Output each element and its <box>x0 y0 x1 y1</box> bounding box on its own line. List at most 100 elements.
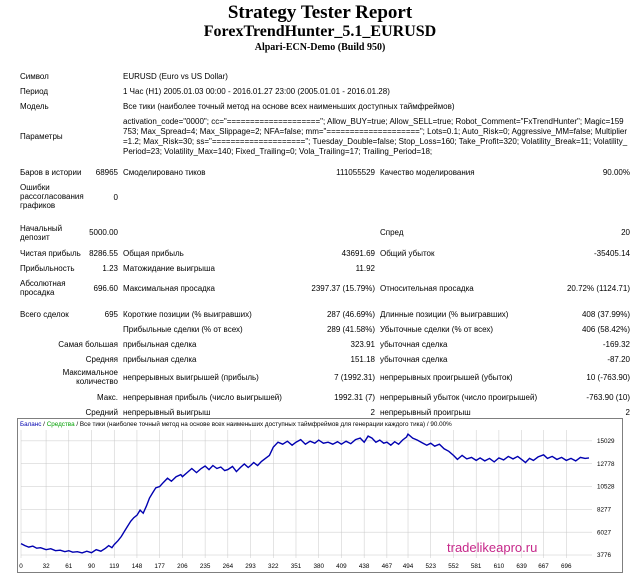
win-label: Прибыльные сделки (% от всех) <box>123 325 243 334</box>
period-label: Период <box>20 87 49 96</box>
symbol-value: EURUSD (Euro vs US Dollar) <box>123 72 228 81</box>
cons-lossamt-label: непрерывный убыток (число проигрышей) <box>380 393 538 402</box>
gross-loss-value: -35405.14 <box>593 249 630 258</box>
y-tick-label: 10528 <box>597 484 615 491</box>
abs-dd-value: 696.60 <box>93 284 118 293</box>
avg-cons-loss-value: 2 <box>625 408 630 417</box>
y-tick-label: 8277 <box>597 507 612 514</box>
maxcount-label: Максимальное количество <box>62 368 118 386</box>
x-tick-label: 639 <box>516 563 527 570</box>
legend-separator: / <box>41 421 46 428</box>
cons-lossamt-value: -763.90 (10) <box>586 393 630 402</box>
largest-loss-value: -169.32 <box>602 340 630 349</box>
pf-label: Прибыльность <box>20 264 75 273</box>
ticks-value: 111055529 <box>336 168 375 177</box>
gross-profit-value: 43691.69 <box>341 249 375 258</box>
x-tick-label: 552 <box>448 563 459 570</box>
x-tick-label: 0 <box>19 563 23 570</box>
cons-loss-value: 10 (-763.90) <box>586 373 630 382</box>
pf-value: 1.23 <box>102 264 118 273</box>
total-value: 695 <box>104 310 118 319</box>
spread-value: 20 <box>621 228 630 237</box>
max-label: Макс. <box>96 393 118 402</box>
x-tick-label: 409 <box>336 563 347 570</box>
gross-profit-label: Общая прибыль <box>123 249 184 258</box>
x-tick-label: 119 <box>109 563 120 570</box>
legend-quality: 90.00% <box>430 421 452 428</box>
x-tick-label: 322 <box>268 563 279 570</box>
x-tick-label: 32 <box>43 563 51 570</box>
y-tick-label: 6027 <box>597 529 612 536</box>
largest-win-label: прибыльная сделка <box>123 340 197 349</box>
payoff-label: Матожидание выигрыша <box>123 264 215 273</box>
params-value: activation_code="0000"; cc="============… <box>123 117 628 156</box>
lose-label: Убыточные сделки (% от всех) <box>380 325 494 334</box>
report-subtitle: ForexTrendHunter_5.1_EURUSD <box>203 23 437 40</box>
avg-win-value: 151.18 <box>350 355 375 364</box>
params-label: Параметры <box>20 132 63 141</box>
balance-chart: 0 32 61 90 119 148 177 206 235 264 293 322 351 380 409… <box>17 418 623 573</box>
x-tick-label: 61 <box>65 563 73 570</box>
lose-value: 406 (58.42%) <box>581 325 630 334</box>
max-dd-value: 2397.37 (15.79%) <box>311 284 375 293</box>
cons-win-label: непрерывных выигрышей (прибыль) <box>123 373 259 382</box>
x-tick-label: 494 <box>403 563 414 570</box>
x-tick-label: 610 <box>494 563 505 570</box>
avg-loss-value: -87.20 <box>607 355 630 364</box>
abs-dd-label: Абсолютная просадка <box>20 279 66 297</box>
avgcons-label: Средний <box>85 408 118 417</box>
rel-dd-value: 20.72% (1124.71) <box>566 284 630 293</box>
model-value: Все тики (наиболее точный метод на основ… <box>123 102 455 111</box>
net-value: 8286.55 <box>89 249 118 258</box>
x-tick-label: 467 <box>382 563 393 570</box>
largest-label: Самая большая <box>58 340 118 349</box>
x-tick-label: 235 <box>200 563 211 570</box>
payoff-value: 11.92 <box>355 264 375 273</box>
chart-legend: Баланс / Средства / Все тики (наиболее т… <box>20 420 452 428</box>
avg-cons-win-value: 2 <box>370 408 375 417</box>
avg-label: Средняя <box>85 355 118 364</box>
largest-loss-label: убыточная сделка <box>380 340 448 349</box>
win-value: 289 (41.58%) <box>326 325 375 334</box>
largest-win-value: 323.91 <box>350 340 375 349</box>
short-value: 287 (46.69%) <box>326 310 375 319</box>
bars-value: 68965 <box>95 168 118 177</box>
avg-cons-win-label: непрерывный выигрыш <box>123 408 211 417</box>
y-tick-label: 3776 <box>597 552 612 559</box>
errors-value: 0 <box>113 193 118 202</box>
legend-separator: / <box>425 421 430 428</box>
y-tick-label: 15029 <box>597 438 615 445</box>
quality-label: Качество моделирования <box>380 168 475 177</box>
avg-cons-loss-label: непрерывный проигрыш <box>380 408 471 417</box>
spread-label: Спред <box>380 228 404 237</box>
short-label: Короткие позиции (% выигравших) <box>123 310 252 319</box>
cons-profit-label: непрерывная прибыль (число выигрышей) <box>123 393 282 402</box>
x-tick-label: 264 <box>223 563 234 570</box>
x-tick-label: 523 <box>425 563 436 570</box>
chart-grid <box>20 430 592 558</box>
report-title: Strategy Tester Report <box>227 2 413 23</box>
x-tick-label: 351 <box>291 563 302 570</box>
symbol-label: Символ <box>20 72 49 81</box>
x-tick-label: 90 <box>88 563 96 570</box>
avg-win-label: прибыльная сделка <box>123 355 197 364</box>
deposit-label: Начальный депозит <box>20 224 63 242</box>
y-tick-labels: 3776 6027 8277 10528 12778 15029 <box>597 438 615 559</box>
x-tick-labels: 0 32 61 90 119 148 177 206 235 264 293 322 351 380 409… <box>19 563 572 570</box>
y-tick-label: 12778 <box>597 461 615 468</box>
gross-loss-label: Общий убыток <box>380 249 435 258</box>
cons-win-value: 7 (1992.31) <box>334 373 375 382</box>
x-tick-label: 696 <box>561 563 572 570</box>
x-tick-label: 438 <box>359 563 370 570</box>
errors-label: Ошибки рассогласования графиков <box>20 183 84 210</box>
legend-model: Все тики (наиболее точный метод на основ… <box>80 420 425 428</box>
x-tick-label: 177 <box>154 563 165 570</box>
legend-balance: Баланс <box>20 421 41 428</box>
cons-profit-value: 1992.31 (7) <box>334 393 375 402</box>
watermark: tradelikeapro.ru <box>447 540 538 555</box>
x-tick-label: 148 <box>132 563 143 570</box>
server-name: Alpari-ECN-Demo (Build 950) <box>254 42 386 53</box>
quality-value: 90.00% <box>602 168 630 177</box>
bars-label: Баров в истории <box>20 168 82 177</box>
rel-dd-label: Относительная просадка <box>380 284 474 293</box>
